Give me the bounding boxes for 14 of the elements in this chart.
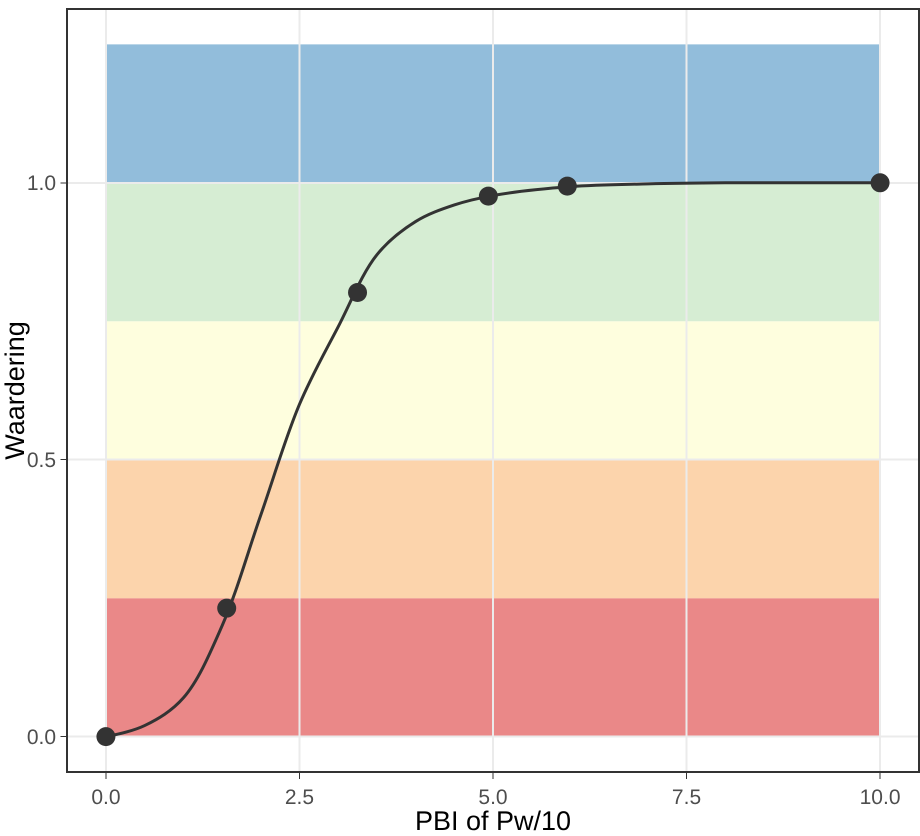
x-tick-label: 5.0 [478,786,508,809]
x-tick-label: 10.0 [860,786,901,809]
point [96,727,116,746]
x-axis-title: PBI of Pw/10 [414,806,572,836]
point [217,598,236,618]
point [870,173,890,192]
x-tick-label: 0.0 [91,786,121,809]
point [348,282,368,302]
point [478,186,498,206]
y-tick-label: 1.0 [26,172,56,196]
y-tick-label: 0.0 [26,726,56,750]
x-tick-label: 2.5 [284,786,314,809]
point [558,176,577,196]
x-tick-label: 7.5 [672,786,702,809]
